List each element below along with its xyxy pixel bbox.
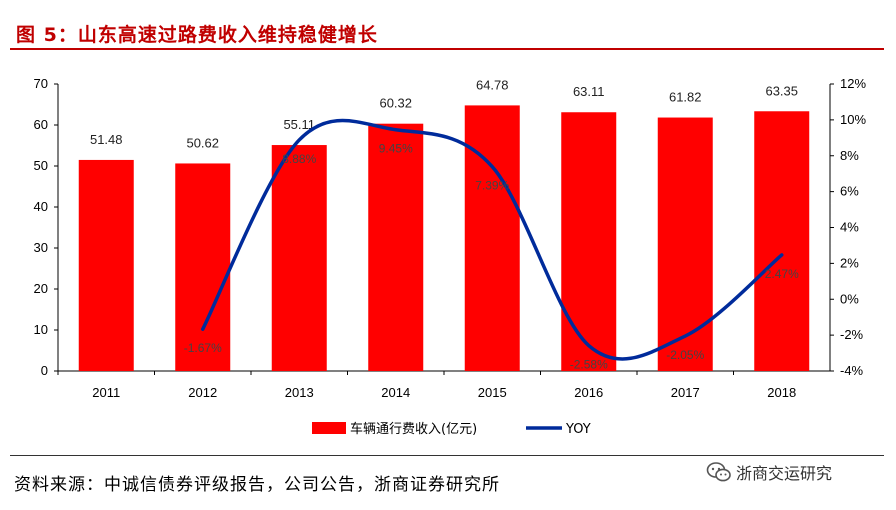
legend-bar-label: 车辆通行费收入(亿元) xyxy=(350,421,477,437)
bar xyxy=(78,159,134,371)
x-axis-tick-label: 2016 xyxy=(574,385,603,400)
right-axis-tick-label: -2% xyxy=(840,327,864,342)
legend-line-label: YOY xyxy=(565,422,591,437)
left-axis-tick-label: 40 xyxy=(34,199,48,214)
yoy-value-label: -2.05% xyxy=(666,348,704,362)
watermark-text: 浙商交运研究 xyxy=(736,464,833,483)
x-axis-tick-label: 2011 xyxy=(92,385,120,400)
left-axis-tick-label: 30 xyxy=(34,240,48,255)
watermark: 浙商交运研究 xyxy=(706,458,832,486)
x-axis-tick-label: 2015 xyxy=(478,385,507,400)
right-axis-tick-label: 12% xyxy=(840,76,866,91)
x-axis-tick-label: 2013 xyxy=(285,385,314,400)
right-axis-tick-label: 8% xyxy=(840,148,859,163)
right-axis-tick-label: -4% xyxy=(840,363,864,378)
footer-divider xyxy=(10,455,884,456)
bar xyxy=(464,105,520,371)
right-axis-tick-label: 2% xyxy=(840,255,859,270)
x-axis-tick-label: 2012 xyxy=(188,385,217,400)
yoy-value-label: -2.58% xyxy=(570,358,608,372)
bar xyxy=(754,111,810,371)
source-note: 资料来源：中诚信债券评级报告，公司公告，浙商证券研究所 xyxy=(14,475,500,495)
left-axis-tick-label: 70 xyxy=(34,76,48,91)
right-axis-tick-label: 0% xyxy=(840,291,859,306)
left-axis-tick-label: 0 xyxy=(41,363,48,378)
bar xyxy=(561,112,617,372)
bar xyxy=(175,163,231,371)
bar-value-label: 61.82 xyxy=(669,90,702,105)
x-axis-tick-label: 2018 xyxy=(767,385,796,400)
right-axis-tick-label: 10% xyxy=(840,112,866,127)
yoy-value-label: -1.67% xyxy=(184,341,222,355)
right-axis-tick-label: 4% xyxy=(840,220,859,235)
yoy-value-label: 7.39% xyxy=(475,179,509,193)
left-axis-tick-label: 10 xyxy=(34,322,48,337)
bar xyxy=(271,145,327,371)
left-axis-tick-label: 20 xyxy=(34,281,48,296)
bar-value-label: 60.32 xyxy=(379,96,412,111)
yoy-value-label: 9.45% xyxy=(379,142,413,156)
bar-value-label: 50.62 xyxy=(186,135,219,150)
x-axis-tick-label: 2017 xyxy=(671,385,700,400)
yoy-value-label: 2.47% xyxy=(765,267,799,281)
left-axis-tick-label: 50 xyxy=(34,158,48,173)
bar-value-label: 63.35 xyxy=(765,83,798,98)
title-bar: 图 5：山东高速过路费收入维持稳健增长 xyxy=(10,12,884,50)
yoy-line xyxy=(201,118,784,361)
page-title: 图 5：山东高速过路费收入维持稳健增长 xyxy=(16,24,378,46)
bar-value-label: 64.78 xyxy=(476,77,509,92)
wechat-icon xyxy=(706,462,731,482)
bar-value-label: 51.48 xyxy=(90,132,123,147)
left-axis-tick-label: 60 xyxy=(34,117,48,132)
right-axis-tick-label: 6% xyxy=(840,184,859,199)
bar-value-label: 63.11 xyxy=(573,84,605,99)
bar xyxy=(368,123,424,371)
bar-value-label: 55.11 xyxy=(283,117,315,132)
yoy-value-label: 8.88% xyxy=(282,152,316,166)
legend-bar-swatch xyxy=(312,422,346,434)
bar xyxy=(657,117,713,372)
x-axis-tick-label: 2014 xyxy=(381,385,410,400)
